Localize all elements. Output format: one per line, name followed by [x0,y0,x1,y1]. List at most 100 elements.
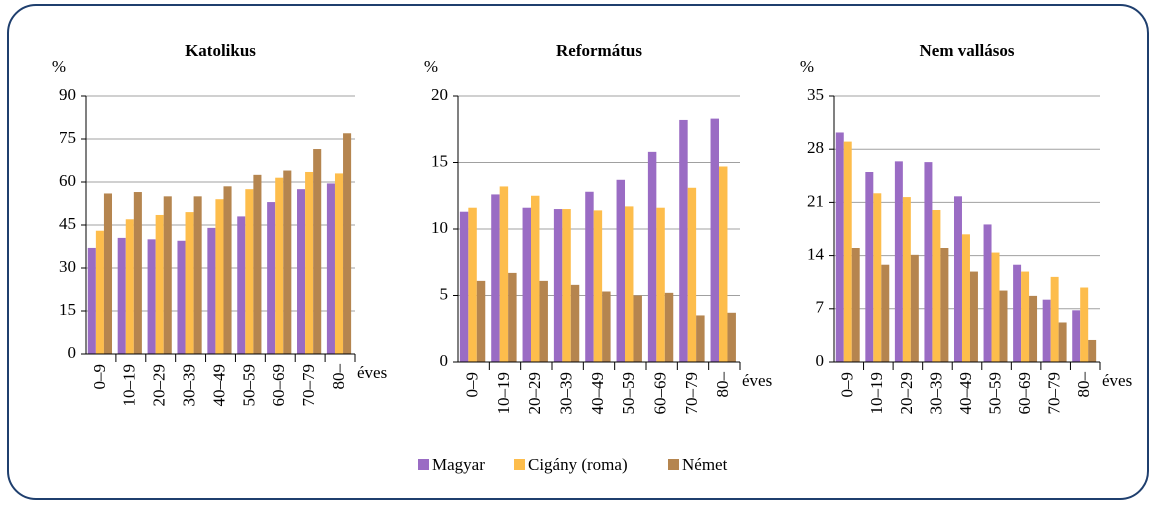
bar [334,173,344,354]
bar [283,170,292,354]
y-tick-label: 21 [807,191,824,210]
y-tick-label: 35 [807,85,824,104]
y-tick-label: 90 [59,85,76,104]
bar [865,172,874,362]
bar [894,161,903,362]
bar [305,171,314,354]
bar [1021,271,1030,362]
x-tick-label: 60–69 [651,372,670,415]
y-tick-label: 0 [440,351,449,370]
bar [155,214,164,354]
bar [193,196,202,354]
y-tick-label: 20 [431,85,448,104]
y-tick-label: 60 [59,171,76,190]
bar [902,197,911,362]
x-tick-label: 60–69 [269,364,288,407]
bar [245,189,254,354]
bar [910,254,919,362]
bar [1050,276,1059,362]
bar [983,224,992,362]
x-tick-label: 40–49 [209,364,228,407]
x-tick-label: 30–39 [926,372,945,415]
bar [117,237,126,354]
x-tick-label: 40–49 [588,372,607,415]
x-tick-label: 70–79 [299,364,318,407]
x-tick-label: 80– [713,372,732,398]
bar [924,162,933,362]
bar [664,292,674,362]
bar [562,209,571,362]
bar [687,187,697,362]
bar [656,207,665,362]
x-tick-label: 60–69 [1015,372,1034,415]
y-tick-label: 5 [440,284,449,303]
bar [468,207,477,362]
bar [570,284,580,362]
bar [1058,322,1067,362]
bar [343,133,352,354]
x-tick-label: 50–59 [239,364,258,407]
x-tick-label: 50–59 [619,372,638,415]
bar [531,195,540,362]
bar [215,199,224,354]
x-tick-label: 0–9 [90,364,109,390]
bar [696,315,705,362]
frame [7,4,1149,500]
bar [940,248,949,362]
bar [491,194,500,362]
x-tick-label: 70–79 [1045,372,1064,415]
bar [539,280,548,362]
x-tick-label: 20–29 [150,364,169,407]
y-tick-label: 15 [59,300,76,319]
bar [1029,295,1038,362]
x-tick-label: 70–79 [682,372,701,415]
chart-title: Katolikus [185,41,256,60]
bar [593,210,603,362]
bar [223,186,232,354]
bar [719,166,728,362]
x-axis-label: éves [1102,371,1132,390]
bar [147,239,156,354]
bar [1088,339,1097,362]
bar [881,264,890,362]
bar [553,209,563,362]
bar [647,151,657,362]
y-tick-label: 10 [431,218,448,237]
x-tick-label: 10–19 [120,364,139,407]
y-tick-label: 14 [807,245,825,264]
bar [1080,287,1089,362]
bar [297,189,306,354]
x-tick-label: 0–9 [838,372,857,398]
x-tick-label: 30–39 [557,372,576,415]
bar [459,211,469,362]
x-tick-label: 0–9 [463,372,482,398]
legend-label: Magyar [432,455,485,474]
y-tick-label: 75 [59,128,76,147]
y-tick-label: 7 [816,298,825,317]
bar [1042,299,1051,362]
chart-title: Református [556,41,642,60]
bar [932,210,941,362]
legend-label: Német [682,455,728,474]
bar [522,207,532,362]
legend-swatch [418,459,429,470]
x-tick-label: 20–29 [525,372,544,415]
bar [961,234,970,362]
bar [253,174,262,354]
y-tick-label: 28 [807,138,824,157]
bar [267,202,276,354]
bar [602,291,611,362]
x-tick-label: 40–49 [956,372,975,415]
x-tick-label: 30–39 [180,364,199,407]
y-axis-label: % [52,57,66,76]
x-tick-label: 20–29 [897,372,916,415]
bar [95,230,104,354]
x-tick-label: 10–19 [867,372,886,415]
y-tick-label: 0 [816,351,825,370]
bar [625,206,634,362]
y-axis-label: % [800,57,814,76]
bar [103,193,113,354]
bar [710,118,720,362]
x-tick-label: 80– [1074,372,1093,398]
